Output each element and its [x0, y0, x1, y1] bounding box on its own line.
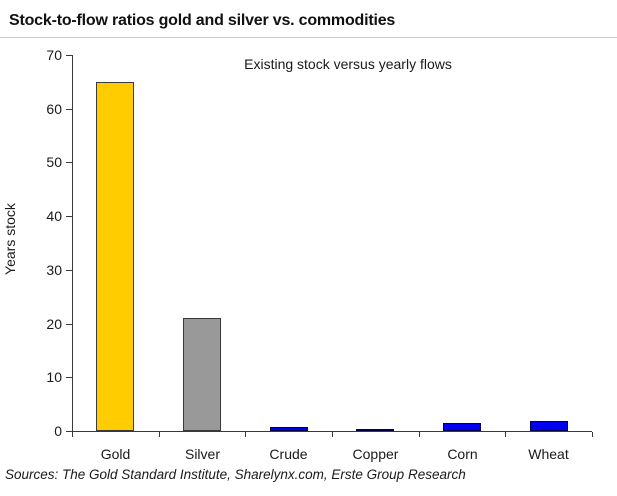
x-tick-mark [332, 432, 333, 437]
y-tick-mark [66, 55, 72, 56]
x-tick-mark [159, 432, 160, 437]
y-tick-label: 60 [46, 101, 62, 117]
x-tick-mark [505, 432, 506, 437]
sources-note: Sources: The Gold Standard Institute, Sh… [5, 467, 466, 482]
y-tick-mark [66, 270, 72, 271]
x-cat-label-copper: Copper [352, 446, 399, 462]
x-cat-label-gold: Gold [100, 446, 131, 462]
bar-wheat [530, 421, 568, 431]
y-tick-mark [66, 377, 72, 378]
x-tick-mark [72, 432, 73, 437]
y-tick-mark [66, 162, 72, 163]
y-tick-mark [66, 216, 72, 217]
x-axis-line [72, 431, 592, 432]
y-tick-label: 10 [46, 369, 62, 385]
bar-copper [356, 429, 394, 431]
y-tick-label: 50 [46, 154, 62, 170]
bar-silver [183, 318, 221, 431]
x-cat-label-crude: Crude [269, 446, 308, 462]
y-tick-label: 20 [46, 316, 62, 332]
y-tick-label: 30 [46, 262, 62, 278]
x-tick-mark [419, 432, 420, 437]
y-tick-label: 0 [54, 423, 62, 439]
y-tick-mark [66, 324, 72, 325]
x-cat-label-silver: Silver [184, 446, 220, 462]
chart-title: Stock-to-flow ratios gold and silver vs.… [9, 12, 396, 29]
y-tick-label: 40 [46, 208, 62, 224]
y-tick-mark [66, 109, 72, 110]
y-tick-mark [66, 431, 72, 432]
x-tick-mark [592, 432, 593, 437]
bar-gold [96, 82, 134, 431]
x-tick-mark [245, 432, 246, 437]
bar-corn [443, 423, 481, 431]
y-axis-line [72, 55, 73, 432]
x-cat-label-corn: Corn [447, 446, 478, 462]
bar-crude [270, 427, 308, 431]
chart-annotation: Existing stock versus yearly flows [244, 56, 452, 72]
x-cat-label-wheat: Wheat [528, 446, 569, 462]
title-divider [0, 37, 617, 38]
y-tick-label: 70 [46, 47, 62, 63]
